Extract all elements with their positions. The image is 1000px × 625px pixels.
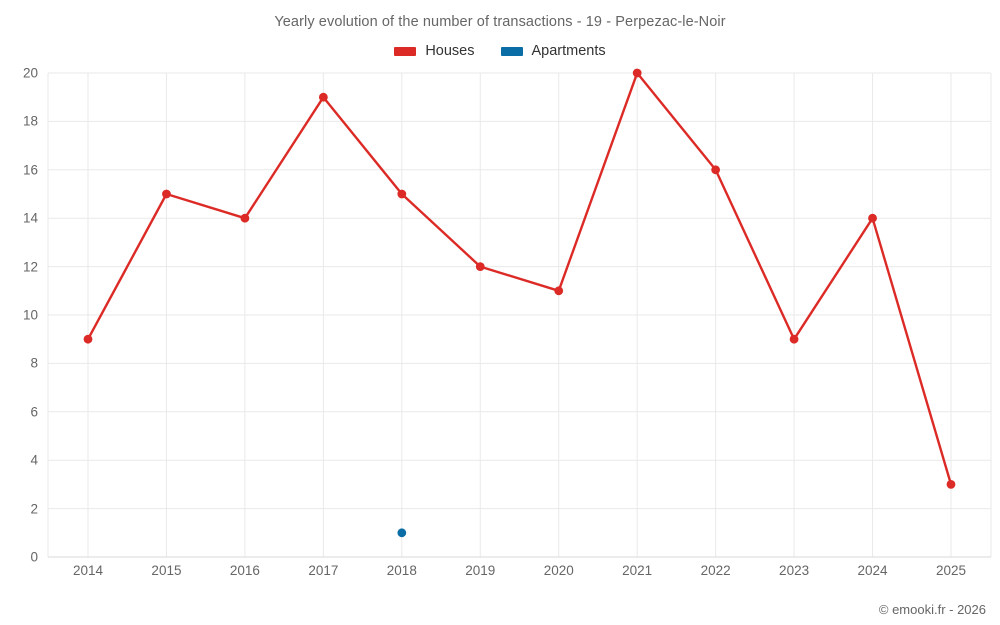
gridlines: [48, 72, 992, 558]
y-axis-tick-labels: 0 2 4 6 8 10 12 14 16 18 20: [0, 66, 38, 565]
legend-entry-apartments[interactable]: Apartments: [500, 43, 606, 59]
data-point-houses-2016[interactable]: [240, 213, 250, 223]
plot-svg: [47, 68, 992, 558]
x-tick-label-2016: 2016: [229, 563, 260, 578]
y-tick-label: 20: [22, 65, 38, 81]
x-axis-tick-labels: 2014 2015 2016 2017 2018 2019 2020 2021 2022 2023…: [48, 563, 991, 587]
data-point-houses-2020[interactable]: [554, 286, 564, 296]
legend-swatch-icon: [500, 46, 523, 56]
footer-credit: © emooki.fr - 2026: [878, 602, 986, 617]
x-tick-label-2024: 2024: [857, 563, 888, 578]
data-point-houses-2019[interactable]: [475, 262, 485, 271]
plot-area: [47, 68, 992, 558]
y-tick-label: 8: [30, 355, 38, 371]
series-lines: [86, 71, 953, 486]
x-tick-label-2019: 2019: [465, 563, 496, 578]
data-point-houses-2023[interactable]: [789, 334, 799, 344]
chart-title: Yearly evolution of the number of transa…: [274, 14, 726, 30]
y-tick-label: 2: [30, 501, 38, 517]
chart-legend: Houses Apartments: [0, 43, 1000, 59]
data-point-houses-2018[interactable]: [397, 189, 407, 199]
y-tick-label: 4: [30, 452, 38, 468]
legend-entry-houses[interactable]: Houses: [394, 43, 475, 59]
data-point-apartments-2018[interactable]: [397, 528, 407, 538]
y-tick-label: 16: [22, 162, 38, 178]
data-point-houses-2017[interactable]: [318, 92, 328, 102]
legend-label: Apartments: [531, 43, 606, 59]
y-tick-label: 12: [22, 259, 38, 275]
x-tick-label-2021: 2021: [622, 563, 653, 578]
data-point-houses-2015[interactable]: [162, 189, 171, 199]
y-tick-label: 18: [22, 113, 38, 129]
x-tick-label-2017: 2017: [308, 563, 339, 578]
series-markers: [83, 68, 956, 538]
x-tick-label-2014: 2014: [72, 563, 104, 578]
data-point-houses-2014[interactable]: [83, 334, 93, 344]
x-tick-label-2020: 2020: [543, 563, 574, 578]
data-point-houses-2022[interactable]: [711, 165, 721, 175]
x-tick-label-2015: 2015: [151, 563, 182, 578]
y-tick-label: 6: [30, 404, 38, 420]
legend-label: Houses: [425, 43, 475, 59]
y-tick-label: 10: [22, 307, 38, 323]
x-tick-label-2022: 2022: [700, 563, 731, 578]
y-tick-label: 0: [30, 549, 38, 565]
data-point-houses-2021[interactable]: [632, 68, 642, 78]
data-point-houses-2024[interactable]: [868, 213, 877, 223]
data-point-houses-2025[interactable]: [946, 480, 956, 489]
x-tick-label-2025: 2025: [935, 563, 967, 578]
legend-swatch-icon: [394, 46, 417, 56]
x-tick-label-2023: 2023: [779, 563, 810, 578]
y-tick-label: 14: [22, 210, 38, 226]
x-tick-label-2018: 2018: [386, 563, 417, 578]
axis-lines: [47, 73, 991, 558]
series-line-houses: [86, 71, 953, 486]
